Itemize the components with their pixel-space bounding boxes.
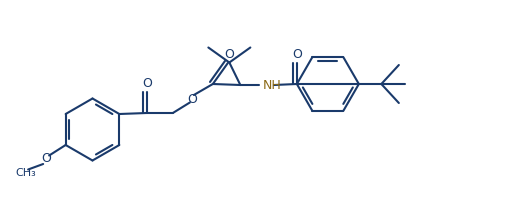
Text: NH: NH [263,78,281,92]
Text: O: O [42,152,52,166]
Text: CH₃: CH₃ [15,168,36,178]
Text: O: O [142,77,152,89]
Text: O: O [187,92,197,106]
Text: O: O [224,47,234,60]
Text: O: O [292,47,302,60]
